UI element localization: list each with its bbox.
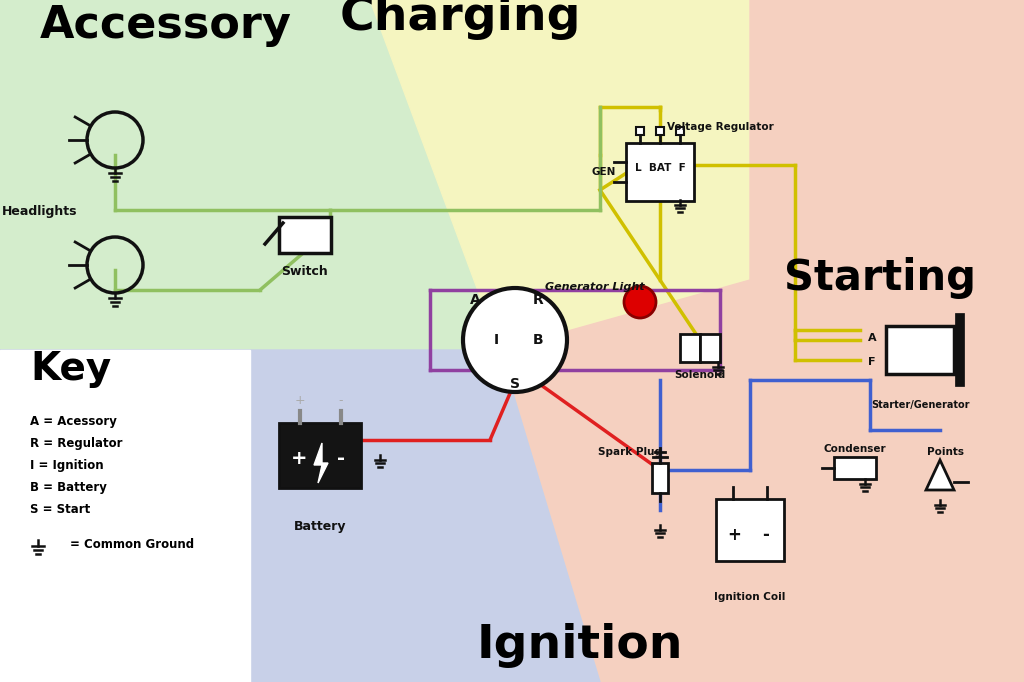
Text: A: A xyxy=(867,333,877,343)
Polygon shape xyxy=(926,460,954,490)
Bar xyxy=(886,326,954,374)
Text: Headlights: Headlights xyxy=(2,205,78,218)
Bar xyxy=(279,217,331,253)
Text: B = Battery: B = Battery xyxy=(30,481,106,494)
Bar xyxy=(676,127,684,135)
Text: Charging: Charging xyxy=(339,0,581,40)
Bar xyxy=(652,462,668,493)
Polygon shape xyxy=(0,350,600,682)
Text: Switch: Switch xyxy=(282,265,329,278)
Text: +: + xyxy=(291,449,308,469)
Text: Points: Points xyxy=(927,447,964,457)
Text: -: - xyxy=(337,449,344,469)
Polygon shape xyxy=(370,0,750,350)
Polygon shape xyxy=(314,443,328,483)
Polygon shape xyxy=(0,0,500,350)
Text: Starter/Generator: Starter/Generator xyxy=(870,400,970,410)
Text: Accessory: Accessory xyxy=(40,4,292,47)
Text: A = Acessory: A = Acessory xyxy=(30,415,117,428)
Text: I: I xyxy=(494,333,499,347)
Polygon shape xyxy=(0,350,250,682)
Text: Ignition: Ignition xyxy=(477,623,683,668)
Text: Solenoid: Solenoid xyxy=(675,370,726,380)
Polygon shape xyxy=(500,0,1024,682)
Circle shape xyxy=(463,288,567,392)
Text: -: - xyxy=(763,526,769,544)
Text: Voltage Regulator: Voltage Regulator xyxy=(667,122,773,132)
Bar xyxy=(656,127,664,135)
Circle shape xyxy=(624,286,656,318)
Bar xyxy=(279,423,361,488)
Text: F: F xyxy=(868,357,876,367)
Text: A: A xyxy=(470,293,481,308)
Text: R = Regulator: R = Regulator xyxy=(30,437,123,450)
Text: Condenser: Condenser xyxy=(823,444,887,454)
Bar xyxy=(626,143,694,201)
Text: S = Start: S = Start xyxy=(30,503,90,516)
Text: Battery: Battery xyxy=(294,520,346,533)
Text: R: R xyxy=(532,293,544,308)
Text: Generator Light: Generator Light xyxy=(545,282,645,292)
Text: L  BAT  F: L BAT F xyxy=(635,163,685,173)
Text: +: + xyxy=(294,394,305,408)
Text: Starting: Starting xyxy=(784,257,976,299)
Text: B: B xyxy=(532,333,543,347)
Bar xyxy=(716,499,784,561)
Text: = Common Ground: = Common Ground xyxy=(70,539,195,552)
Text: S: S xyxy=(510,376,520,391)
Text: I = Ignition: I = Ignition xyxy=(30,459,103,472)
Text: +: + xyxy=(727,526,741,544)
Bar xyxy=(680,334,700,362)
Text: Ignition Coil: Ignition Coil xyxy=(715,592,785,602)
Bar xyxy=(700,334,720,362)
Text: -: - xyxy=(338,394,343,408)
Bar xyxy=(834,457,876,479)
Text: GEN: GEN xyxy=(592,167,616,177)
Bar xyxy=(636,127,644,135)
Text: Spark Plug: Spark Plug xyxy=(598,447,662,457)
Text: Key: Key xyxy=(30,350,112,388)
